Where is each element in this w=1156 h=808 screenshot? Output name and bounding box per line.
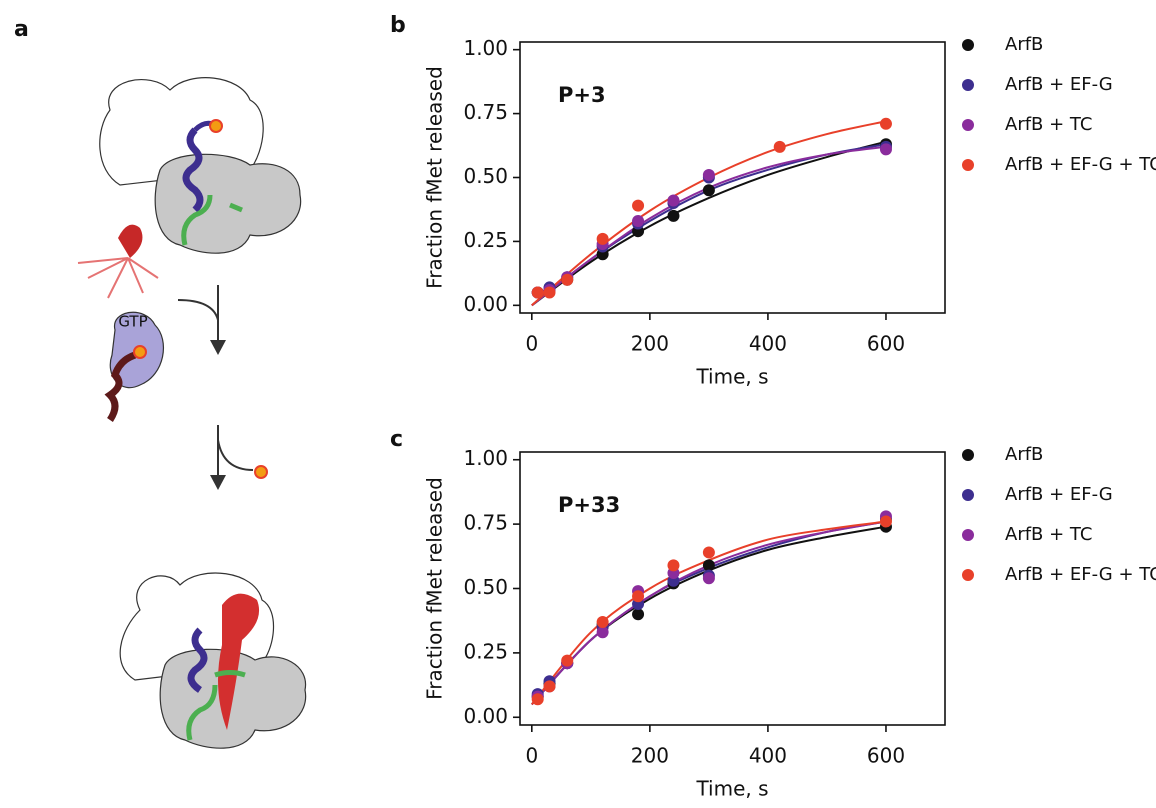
x-tick-label: 0 [525, 332, 538, 356]
legend-marker [962, 159, 974, 171]
data-point [667, 559, 680, 572]
data-point [702, 572, 715, 585]
data-point [773, 140, 786, 153]
trna [182, 127, 204, 213]
mrna [181, 194, 243, 246]
mrna [186, 670, 246, 741]
y-tick-label: 0.00 [463, 704, 508, 728]
x-axis-label: Time, s [695, 777, 768, 801]
trna [104, 351, 137, 422]
legend-label: ArfB + EF-G [1005, 74, 1113, 95]
y-tick-label: 0.75 [463, 100, 508, 124]
y-tick-label: 0.25 [463, 639, 508, 663]
arfb-tail [77, 257, 159, 299]
data-point [702, 184, 715, 197]
diagram-label: GTP [118, 313, 147, 331]
y-tick-label: 1.00 [463, 446, 508, 470]
legend-label: ArfB [1005, 34, 1043, 55]
data-point [632, 590, 645, 603]
data-point [596, 232, 609, 245]
data-point [531, 693, 544, 706]
fit-curve [531, 520, 887, 706]
legend-label: ArfB + EF-G [1005, 484, 1113, 505]
x-tick-label: 400 [749, 744, 787, 768]
arfb [218, 593, 260, 730]
arrow [217, 439, 254, 471]
data-point [632, 199, 645, 212]
fit-curve [531, 143, 887, 307]
y-axis-label: Fraction fMet released [423, 477, 447, 700]
data-point [596, 615, 609, 628]
fmet [254, 465, 268, 479]
legend-label: ArfB [1005, 444, 1043, 465]
x-tick-label: 200 [631, 744, 669, 768]
x-tick-label: 400 [749, 332, 787, 356]
panel-label: a [14, 17, 29, 42]
y-tick-label: 0.50 [463, 164, 508, 188]
subunit [154, 153, 302, 254]
data-point [543, 680, 556, 693]
data-point [702, 559, 715, 572]
legend-label: ArfB + TC [1005, 114, 1092, 135]
annotation: P+3 [558, 83, 606, 107]
scheme: GTP [77, 77, 307, 749]
legend-marker [962, 39, 974, 51]
fit-curve [531, 120, 887, 307]
legend-label: ArfB + EF-G + TC [1005, 564, 1156, 585]
y-tick-label: 0.50 [463, 575, 508, 599]
data-point [561, 273, 574, 286]
y-tick-label: 0.00 [463, 292, 508, 316]
legend-label: ArfB + TC [1005, 524, 1092, 545]
data-point [531, 286, 544, 299]
x-tick-label: 200 [631, 332, 669, 356]
legend-marker [962, 449, 974, 461]
x-tick-label: 600 [867, 332, 905, 356]
legend-marker [962, 529, 974, 541]
arrow [210, 475, 226, 490]
data-point [702, 168, 715, 181]
data-point [596, 626, 609, 639]
data-point [632, 608, 645, 621]
x-tick-label: 0 [525, 744, 538, 768]
data-point [667, 194, 680, 207]
data-point [879, 117, 892, 130]
fit-curve [531, 520, 887, 706]
data-point [702, 546, 715, 559]
data-point [561, 654, 574, 667]
y-tick-label: 0.75 [463, 511, 508, 535]
fmet [133, 345, 147, 359]
fit-curve [531, 140, 887, 307]
legend-marker [962, 489, 974, 501]
legend-marker [962, 119, 974, 131]
arrow [177, 299, 219, 321]
data-point [543, 286, 556, 299]
arrow [210, 340, 226, 355]
panel-label: c [390, 427, 403, 452]
y-axis-label: Fraction fMet released [423, 66, 447, 289]
data-point [879, 515, 892, 528]
data-point [632, 214, 645, 227]
arfb [118, 224, 143, 258]
data-point [879, 143, 892, 156]
panel-label: b [390, 13, 406, 38]
legend-marker [962, 79, 974, 91]
legend-label: ArfB + EF-G + TC [1005, 154, 1156, 175]
y-tick-label: 1.00 [463, 36, 508, 60]
y-tick-label: 0.25 [463, 228, 508, 252]
legend-marker [962, 569, 974, 581]
x-axis-label: Time, s [695, 365, 768, 389]
annotation: P+33 [558, 493, 620, 517]
fmet [209, 119, 223, 133]
data-point [667, 209, 680, 222]
x-tick-label: 600 [867, 744, 905, 768]
trna [187, 627, 208, 693]
